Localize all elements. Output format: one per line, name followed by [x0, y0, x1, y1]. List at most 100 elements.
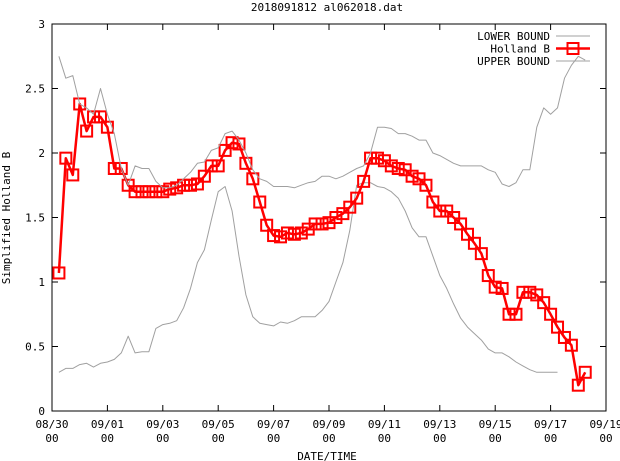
data-point: [170, 181, 184, 195]
legend-marker: [566, 42, 580, 55]
data-point: [294, 226, 308, 240]
series-line-upper-bound: [58, 55, 586, 189]
data-point: [239, 156, 253, 170]
data-point: [287, 227, 301, 241]
data-point: [218, 143, 232, 157]
y-tick-label: 2.5: [25, 83, 45, 96]
data-point: [370, 151, 384, 165]
data-point: [197, 169, 211, 183]
data-point: [177, 178, 191, 192]
data-point: [461, 227, 474, 241]
data-point: [384, 159, 398, 173]
series-layer: [52, 55, 592, 392]
x-tick-label: 00: [433, 432, 446, 445]
data-point: [391, 161, 405, 175]
data-point: [107, 161, 121, 175]
data-point: [308, 217, 322, 231]
x-axis: 08/300009/010009/030009/050009/070009/09…: [35, 24, 620, 445]
data-point: [246, 172, 260, 186]
x-tick-label: 09/13: [423, 418, 456, 431]
data-point: [578, 365, 592, 379]
data-point: [184, 178, 197, 192]
data-point: [128, 185, 142, 199]
data-point: [135, 185, 149, 199]
y-tick-label: 1.5: [25, 212, 45, 225]
x-axis-title: DATE/TIME: [297, 450, 357, 461]
data-point: [315, 217, 329, 231]
data-point: [509, 307, 523, 321]
x-tick-label: 00: [599, 432, 612, 445]
data-point: [495, 281, 509, 295]
x-tick-label: 00: [156, 432, 169, 445]
x-tick-label: 00: [45, 432, 58, 445]
data-point: [350, 191, 364, 205]
data-point: [481, 269, 495, 283]
data-point: [73, 97, 87, 111]
x-tick-label: 09/17: [534, 418, 567, 431]
data-point: [557, 330, 571, 344]
data-point: [274, 230, 288, 244]
x-tick-label: 00: [544, 432, 557, 445]
data-point: [260, 218, 274, 232]
y-axis: 0 0.5 1 1.5 2 2.5 3: [25, 18, 606, 418]
data-point: [156, 185, 170, 199]
data-point: [100, 120, 114, 134]
data-point: [204, 159, 218, 173]
data-point: [474, 247, 488, 261]
x-tick-label: 09/05: [202, 418, 235, 431]
legend-label: LOWER BOUND: [477, 30, 550, 43]
y-tick-label: 0.5: [25, 341, 45, 354]
data-point: [142, 185, 156, 199]
data-point: [114, 161, 128, 175]
x-tick-label: 09/01: [91, 418, 124, 431]
y-tick-label: 1: [38, 276, 45, 289]
x-tick-label: 09/03: [146, 418, 179, 431]
data-point: [329, 211, 343, 224]
x-tick-label: 00: [101, 432, 114, 445]
data-point: [225, 136, 239, 150]
data-point: [516, 285, 530, 299]
x-tick-label: 09/15: [479, 418, 512, 431]
y-tick-label: 2: [38, 147, 45, 160]
y-tick-label: 3: [38, 18, 45, 31]
data-point: [211, 159, 225, 173]
series-line-lower-bound: [58, 182, 558, 373]
data-point: [80, 124, 94, 138]
data-point: [267, 229, 281, 243]
x-tick-label: 09/19: [589, 418, 620, 431]
x-tick-label: 09/07: [257, 418, 290, 431]
data-point: [467, 236, 481, 250]
x-tick-label: 00: [267, 432, 280, 445]
data-point: [357, 174, 371, 188]
data-point: [433, 204, 447, 218]
data-point: [59, 151, 73, 165]
x-tick-label: 00: [489, 432, 502, 445]
y-axis-title: Simplified Holland B: [0, 151, 13, 284]
x-tick-label: 00: [212, 432, 225, 445]
y-tick-label: 0: [38, 405, 45, 418]
data-point: [426, 195, 440, 209]
data-point: [502, 307, 516, 321]
data-point: [343, 200, 357, 214]
data-point: [551, 320, 565, 334]
data-point: [405, 169, 419, 183]
data-point: [571, 378, 585, 392]
data-point: [163, 182, 177, 196]
x-tick-label: 08/30: [35, 418, 68, 431]
data-point: [544, 307, 558, 321]
data-point: [66, 168, 80, 182]
data-point: [87, 110, 101, 124]
data-point: [537, 296, 551, 310]
data-point: [419, 178, 433, 192]
data-point: [488, 280, 502, 294]
data-point: [149, 185, 163, 199]
data-point: [93, 110, 107, 124]
data-point: [564, 338, 578, 352]
x-tick-label: 00: [322, 432, 335, 445]
legend-label: UPPER BOUND: [477, 55, 550, 68]
legend-label: Holland B: [490, 43, 550, 56]
x-tick-label: 00: [378, 432, 391, 445]
series-line-holland-b: [57, 102, 587, 387]
